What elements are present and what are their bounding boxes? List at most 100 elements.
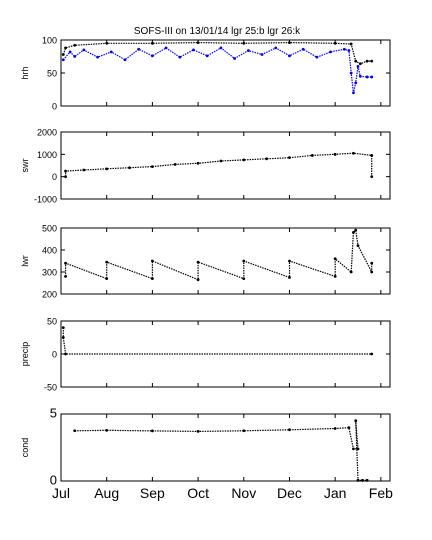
plot-frame [60, 413, 391, 482]
data-point [61, 336, 65, 339]
data-point [105, 428, 109, 432]
data-point [192, 48, 195, 52]
data-point [352, 151, 355, 155]
panel-2: 200 300 400 500 lwr [20, 224, 391, 300]
data-point [370, 352, 374, 356]
y-tick-label: 200 [42, 290, 57, 300]
data-point [347, 426, 351, 430]
panel-1: -1000 0 1000 2000 swr [20, 128, 391, 205]
data-point [370, 270, 374, 274]
y-tick-label: 2000 [37, 128, 57, 138]
y-tick-label: 1000 [37, 150, 57, 160]
data-point [288, 41, 291, 45]
data-point [370, 261, 374, 265]
plot-frame [60, 39, 391, 107]
data-point [150, 54, 154, 58]
data-point [178, 55, 182, 59]
y-tick-label: 0 [50, 473, 57, 488]
x-tick-label: Jan [324, 485, 347, 501]
data-point [370, 75, 374, 79]
data-point [196, 260, 200, 264]
data-point [288, 428, 291, 432]
data-point [356, 244, 360, 248]
panel-4: 0 5 cond Jul Aug Sep Oct Nov Dec Jan Feb [20, 406, 393, 502]
panel-0: 0 50 100 hrh [20, 36, 391, 112]
data-point [310, 154, 314, 157]
data-point [333, 152, 337, 156]
data-point [242, 259, 246, 263]
data-point [150, 429, 154, 433]
data-point [315, 55, 319, 59]
data-point [196, 278, 200, 282]
chart-title: SOFS-III on 13/01/14 lgr 25:b lgr 26:k [134, 26, 301, 37]
data-point [233, 57, 237, 60]
data-point [205, 54, 209, 58]
data-point [356, 65, 360, 68]
data-point [173, 162, 177, 166]
series-line [74, 420, 368, 481]
data-point [288, 54, 291, 58]
data-point [64, 169, 67, 173]
data-point [288, 259, 291, 263]
data-point [73, 429, 77, 433]
data-point [301, 47, 305, 51]
data-point [342, 47, 346, 51]
data-point [354, 81, 358, 85]
data-point [150, 277, 154, 280]
x-tick-label: Jul [52, 485, 70, 501]
data-point [349, 42, 353, 46]
y-axis-label: hrh [20, 66, 30, 79]
data-point [196, 430, 200, 433]
data-point [96, 55, 99, 59]
series-line [62, 47, 372, 93]
data-point [370, 154, 374, 157]
y-tick-label: 0 [52, 102, 57, 112]
data-point [246, 49, 250, 52]
y-axis-label: cond [20, 438, 30, 458]
data-point [105, 260, 109, 264]
series-line [64, 228, 373, 281]
y-tick-label: 300 [42, 268, 57, 278]
x-tick-label: Feb [369, 485, 393, 501]
y-tick-label: -1000 [34, 195, 57, 205]
data-point [333, 427, 337, 430]
y-tick-label: 5 [50, 406, 57, 421]
data-point [352, 91, 355, 95]
data-point [265, 157, 269, 161]
data-point [365, 478, 369, 482]
data-point [358, 74, 362, 78]
y-tick-label: -50 [44, 383, 57, 393]
y-axis-label: swr [20, 159, 30, 173]
data-point [370, 59, 374, 63]
data-point [164, 46, 168, 50]
data-point [260, 53, 264, 56]
data-point [242, 429, 246, 433]
series-0 [64, 228, 374, 282]
data-point [64, 352, 67, 356]
data-point [333, 41, 337, 45]
data-point [150, 259, 154, 263]
data-point [123, 58, 127, 62]
data-point [356, 478, 360, 482]
data-point [219, 159, 223, 163]
data-point [73, 43, 77, 47]
data-point [150, 165, 154, 169]
data-point [64, 261, 67, 265]
data-point [288, 156, 291, 160]
panel-3: -50 0 50 precip [20, 317, 391, 393]
data-point [242, 158, 246, 162]
series-1 [61, 46, 374, 95]
data-point [242, 277, 246, 280]
y-tick-label: 100 [42, 36, 57, 46]
data-point [333, 257, 337, 261]
data-point [73, 55, 77, 58]
y-tick-label: 50 [47, 69, 57, 79]
data-point [82, 48, 86, 52]
y-tick-label: 50 [47, 317, 57, 327]
data-point [347, 49, 351, 52]
data-point [128, 166, 131, 170]
y-axis-label: precip [20, 342, 30, 367]
data-point [196, 161, 200, 165]
data-point [64, 275, 67, 278]
